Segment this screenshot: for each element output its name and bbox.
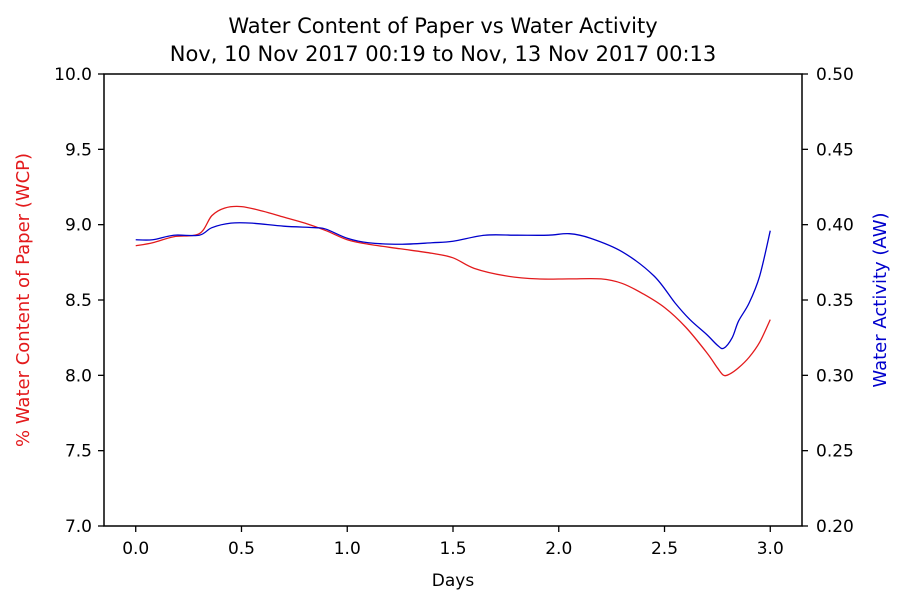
x-tick-label: 1.5	[439, 539, 466, 559]
aw-series-line	[135, 222, 771, 350]
right-y-tick-label: 0.40	[816, 216, 854, 236]
left-y-tick-label: 8.5	[65, 291, 92, 311]
right-y-tick-label: 0.35	[816, 291, 854, 311]
wcp-series-line	[135, 205, 771, 377]
right-y-tick-label: 0.50	[816, 65, 854, 85]
right-y-tick-label: 0.45	[816, 140, 854, 160]
x-axis-label: Days	[432, 571, 475, 591]
x-tick-label: 0.0	[122, 539, 149, 559]
chart-subtitle: Nov, 10 Nov 2017 00:19 to Nov, 13 Nov 20…	[170, 42, 717, 66]
left-axis-label: % Water Content of Paper (WCP)	[13, 153, 34, 447]
left-y-tick-label: 9.0	[65, 216, 92, 236]
x-tick-label: 1.0	[334, 539, 361, 559]
ticks-layer: 0.0 0.5 1.0 1.5 2.0 2.5 3.0 7.0 7.5 8.0 8.5 9.0 9.5 1…	[54, 65, 854, 559]
left-y-tick-label: 9.5	[65, 140, 92, 160]
x-tick-label: 3.0	[757, 539, 784, 559]
right-y-tick-label: 0.30	[816, 366, 854, 386]
left-y-tick-label: 7.5	[65, 442, 92, 462]
right-y-tick-label: 0.25	[816, 442, 854, 462]
series-layer	[135, 205, 771, 377]
x-tick-label: 2.0	[545, 539, 572, 559]
right-y-tick-label: 0.20	[816, 517, 854, 537]
x-tick-label: 2.5	[651, 539, 678, 559]
left-y-tick-label: 7.0	[65, 517, 92, 537]
left-y-tick-label: 8.0	[65, 366, 92, 386]
left-y-tick-label: 10.0	[54, 65, 92, 85]
plot-frame	[103, 73, 803, 527]
chart-title: Water Content of Paper vs Water Activity	[228, 14, 657, 38]
x-tick-label: 0.5	[228, 539, 255, 559]
right-axis-label: Water Activity (AW)	[870, 212, 891, 387]
